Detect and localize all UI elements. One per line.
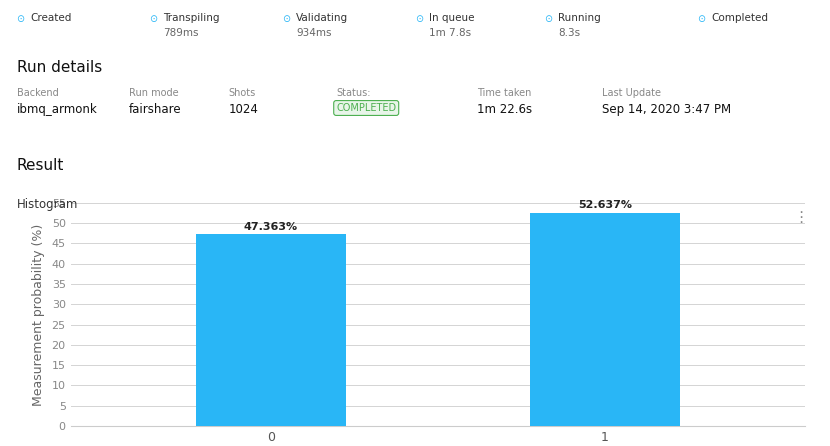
Text: ⊙: ⊙: [149, 14, 158, 24]
Text: Created: Created: [31, 13, 72, 23]
Text: 789ms: 789ms: [164, 28, 199, 38]
Text: 8.3s: 8.3s: [558, 28, 580, 38]
Text: Last Update: Last Update: [602, 88, 661, 98]
Text: Backend: Backend: [17, 88, 58, 98]
Text: Completed: Completed: [711, 13, 769, 23]
Text: ⋮: ⋮: [793, 210, 808, 225]
Y-axis label: Measurement probability (%): Measurement probability (%): [32, 223, 45, 405]
Text: Run details: Run details: [17, 60, 102, 75]
Text: ⊙: ⊙: [282, 14, 290, 24]
Text: Time taken: Time taken: [477, 88, 532, 98]
Text: ⊙: ⊙: [415, 14, 423, 24]
Text: 1m 22.6s: 1m 22.6s: [477, 103, 532, 116]
Text: 1m 7.8s: 1m 7.8s: [429, 28, 471, 38]
Text: ibmq_armonk: ibmq_armonk: [17, 103, 97, 116]
Text: fairshare: fairshare: [129, 103, 181, 116]
Text: Status:: Status:: [336, 88, 371, 98]
Text: In queue: In queue: [429, 13, 475, 23]
Bar: [196, 234, 346, 426]
Text: Run mode: Run mode: [129, 88, 178, 98]
Text: Shots: Shots: [228, 88, 256, 98]
Text: COMPLETED: COMPLETED: [336, 103, 396, 113]
Text: 1024: 1024: [228, 103, 258, 116]
Text: Result: Result: [17, 158, 64, 173]
Text: Histogram: Histogram: [17, 198, 78, 211]
Bar: [530, 212, 680, 426]
Text: Running: Running: [558, 13, 601, 23]
Text: Transpiling: Transpiling: [164, 13, 220, 23]
Text: ⊙: ⊙: [17, 14, 25, 24]
Text: Validating: Validating: [296, 13, 349, 23]
Text: 47.363%: 47.363%: [244, 222, 298, 232]
Text: 934ms: 934ms: [296, 28, 332, 38]
Text: ⊙: ⊙: [544, 14, 552, 24]
Text: ⊙: ⊙: [697, 14, 705, 24]
Text: 52.637%: 52.637%: [578, 201, 632, 211]
Text: Sep 14, 2020 3:47 PM: Sep 14, 2020 3:47 PM: [602, 103, 731, 116]
